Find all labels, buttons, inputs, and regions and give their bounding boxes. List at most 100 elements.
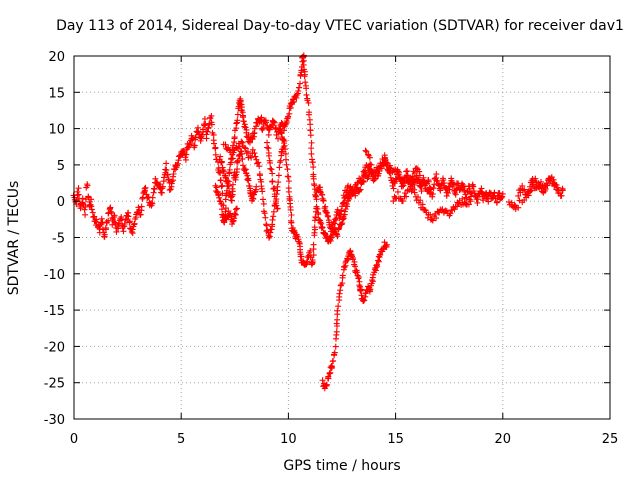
data-point [247, 189, 254, 196]
data-point [234, 111, 241, 118]
data-point [251, 150, 258, 157]
data-point [234, 158, 241, 165]
data-point [248, 154, 255, 161]
data-point [358, 177, 365, 184]
data-point [307, 121, 314, 128]
data-point [525, 188, 532, 195]
data-point [360, 297, 367, 304]
data-point [447, 210, 454, 217]
data-point [362, 147, 369, 154]
grid [74, 56, 610, 419]
data-point [232, 211, 239, 218]
data-point [187, 140, 194, 147]
data-point [455, 200, 462, 207]
data-point [239, 162, 246, 169]
data-point [348, 252, 355, 259]
data-point [82, 203, 89, 210]
data-point [537, 181, 544, 188]
data-point [212, 144, 219, 151]
data-point [361, 297, 368, 304]
data-point [238, 150, 245, 157]
data-point [139, 195, 146, 202]
data-point [323, 210, 330, 217]
data-point [511, 202, 518, 209]
data-point [242, 145, 249, 152]
data-point [256, 163, 263, 170]
data-point [451, 206, 458, 213]
data-point [334, 316, 341, 323]
data-point [425, 178, 432, 185]
data-point [84, 182, 91, 189]
data-point [344, 203, 351, 210]
data-point [124, 212, 131, 219]
data-point [293, 232, 300, 239]
data-point [102, 226, 109, 233]
data-point [101, 231, 108, 238]
data-point [303, 91, 310, 98]
data-point [443, 192, 450, 199]
data-point [243, 150, 250, 157]
data-point [319, 224, 326, 231]
data-point [230, 142, 237, 149]
data-point [394, 188, 401, 195]
data-point [131, 220, 138, 227]
data-point [168, 178, 175, 185]
data-point [310, 252, 317, 259]
x-axis-title: GPS time / hours [283, 458, 400, 474]
data-point [362, 290, 369, 297]
data-point [430, 185, 437, 192]
data-point [303, 258, 310, 265]
data-point [264, 144, 271, 151]
data-point [215, 169, 222, 176]
data-point [367, 286, 374, 293]
data-point [465, 201, 472, 208]
data-point [225, 182, 232, 189]
data-point [245, 131, 252, 138]
data-point [201, 115, 208, 122]
data-point [474, 196, 481, 203]
data-point [308, 145, 315, 152]
data-point [218, 183, 225, 190]
data-point [329, 363, 336, 370]
data-point [217, 177, 224, 184]
data-point [259, 196, 266, 203]
x-tick-label: 20 [495, 432, 512, 447]
data-point [470, 183, 477, 190]
data-point [373, 262, 380, 269]
data-point [163, 167, 170, 174]
data-point [239, 139, 246, 146]
data-point [365, 173, 372, 180]
data-point [265, 152, 272, 159]
data-point [243, 126, 250, 133]
data-point [219, 182, 226, 189]
data-point [233, 120, 240, 127]
data-point [219, 211, 226, 218]
data-point [424, 214, 431, 221]
y-tick-label: -25 [44, 377, 65, 392]
data-point [271, 185, 278, 192]
data-point [463, 195, 470, 202]
data-point [182, 154, 189, 161]
x-tick-label: 15 [387, 432, 404, 447]
data-point [372, 170, 379, 177]
data-point [367, 161, 374, 168]
data-point [334, 233, 341, 240]
data-point [359, 173, 366, 180]
data-point [327, 228, 334, 235]
data-point [375, 258, 382, 265]
data-point [350, 187, 357, 194]
data-point [137, 211, 144, 218]
data-point [285, 173, 292, 180]
data-point [88, 206, 95, 213]
data-point [270, 118, 277, 125]
data-point [515, 192, 522, 199]
data-point [450, 181, 457, 188]
y-tick-label: -15 [44, 304, 65, 319]
data-point [271, 193, 278, 200]
data-point [356, 187, 363, 194]
data-point [305, 111, 312, 118]
data-point [345, 193, 352, 200]
data-point [309, 258, 316, 265]
data-point [238, 138, 245, 145]
data-point [298, 67, 305, 74]
